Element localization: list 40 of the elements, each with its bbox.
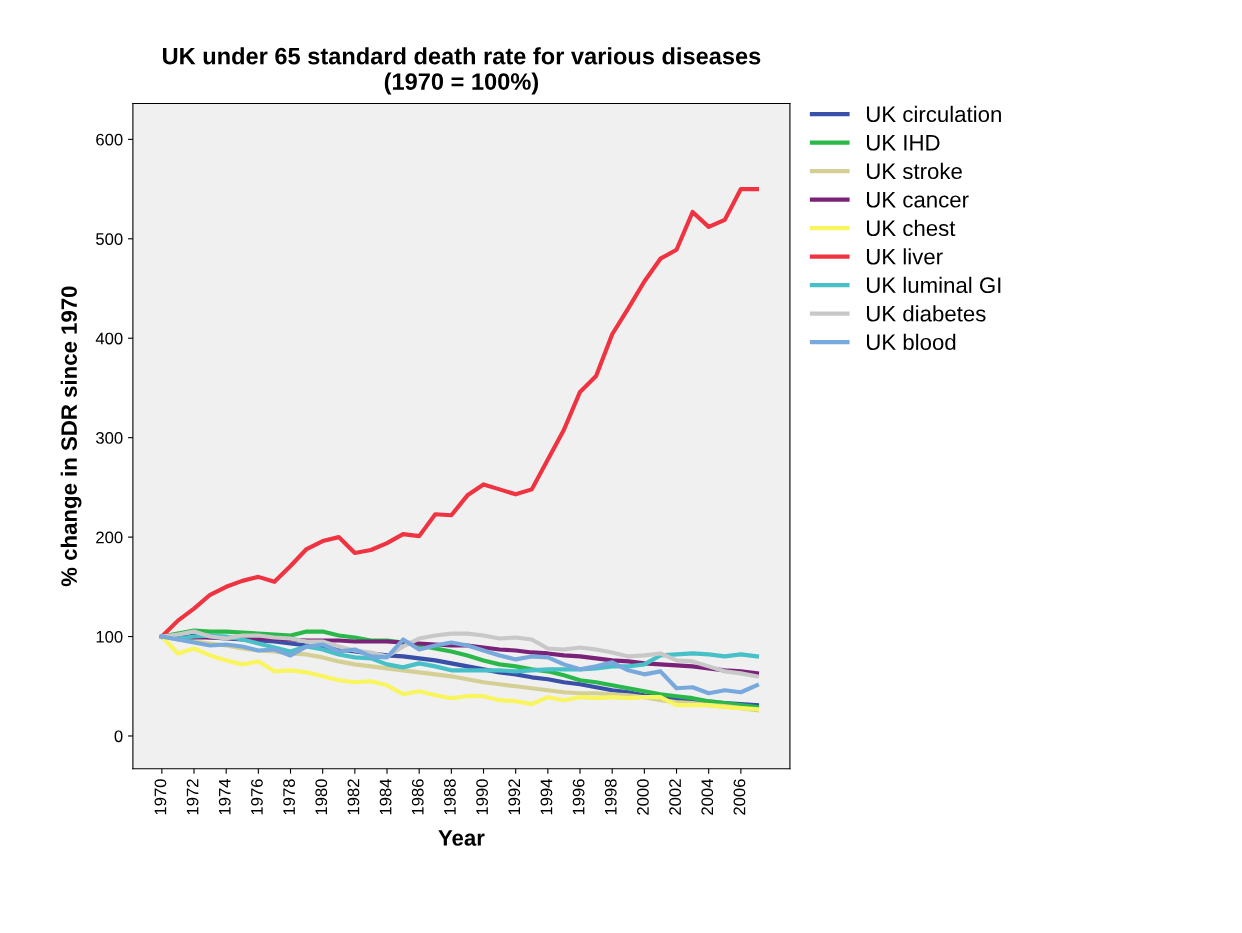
x-tick-label: 2000: [637, 779, 649, 815]
x-axis-title: Year: [438, 830, 485, 846]
legend-label: UK blood: [866, 333, 956, 351]
y-tick-label: 300: [96, 432, 123, 444]
x-tick-label: 1998: [604, 779, 617, 815]
legend-label: UK cancer: [866, 192, 969, 208]
x-tick-label: 2002: [669, 779, 681, 815]
x-tick-label: 1996: [572, 779, 585, 815]
x-tick-label: 1970: [154, 779, 167, 815]
y-tick-label: 400: [95, 332, 123, 345]
x-tick-label: 1988: [444, 779, 456, 815]
x-tick-label: 1978: [283, 779, 295, 815]
legend-label: UK luminal GI: [866, 276, 1001, 294]
x-tick-label: 1994: [540, 779, 553, 815]
x-tick-label: 1974: [218, 779, 231, 815]
x-tick-label: 1992: [508, 779, 521, 815]
y-tick-label: 200: [96, 531, 123, 544]
y-axis-title: % change in SDR since 1970: [60, 286, 82, 587]
x-tick-label: 1984: [379, 779, 392, 815]
x-tick-label: 1990: [476, 779, 488, 815]
x-tick-label: 1986: [411, 779, 424, 815]
x-tick-label: 2006: [733, 779, 746, 815]
x-tick-label: 1982: [347, 779, 360, 815]
x-tick-label: 2004: [701, 779, 714, 815]
y-tick-label: 100: [96, 630, 123, 643]
chart-title: UK under 65 standard death rate for various diseases (1970 = 100%): [163, 47, 761, 95]
legend-label: UK IHD: [866, 135, 940, 151]
legend-label: UK stroke: [866, 162, 962, 180]
x-tick-label: 1976: [251, 779, 263, 815]
legend-label: UK diabetes: [866, 305, 986, 322]
y-tick-label: 0: [114, 730, 123, 743]
x-tick-label: 1980: [315, 779, 328, 815]
x-tick-label: 1972: [186, 779, 199, 815]
legend-label: UK liver: [866, 248, 943, 265]
y-tick-label: 600: [96, 133, 123, 146]
legend-label: UK chest: [866, 219, 956, 237]
legend-label: UK circulation: [866, 105, 1001, 123]
y-tick-label: 500: [96, 233, 123, 245]
line-series: [159, 634, 760, 696]
line-series: [159, 186, 760, 639]
